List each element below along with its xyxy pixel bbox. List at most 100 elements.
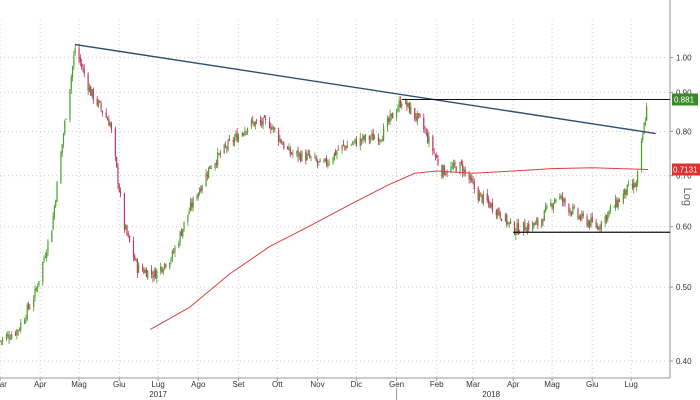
candle-body [236,132,238,142]
candle-body [504,214,507,221]
y-tick-label: 0.90 [676,88,692,97]
candle-body [332,158,334,164]
candle-body [274,128,276,130]
candle-body [642,135,644,140]
candle-body [105,112,107,118]
ma-value-label: 0.7131 [673,166,698,175]
candle-body [388,117,390,122]
candle-body [154,270,157,279]
candle-body [173,251,175,253]
candle-body [424,129,426,131]
candle-body [126,225,128,235]
candle-body [526,225,529,234]
candle-body [165,264,167,268]
candle-body [134,255,136,261]
candle-body [573,206,575,208]
candle-body [522,221,525,232]
candle-body [581,212,583,219]
candle-body [119,191,122,194]
candle-body [171,251,173,259]
candle-body [427,132,429,143]
candle-body [604,216,606,223]
candle-body [179,231,181,243]
candle-body [289,148,291,155]
candle-body [319,159,321,163]
x-tick-label: Mar [0,380,7,389]
candle-body [182,229,184,237]
candle-body [390,113,392,116]
candle-body [310,156,312,158]
candle-body [362,135,364,140]
candle-body [487,199,490,203]
candle-body [116,156,118,167]
candle-body [191,202,193,208]
candle-body [373,137,376,140]
candle-body [224,145,227,147]
x-tick-label: Apr [507,380,520,389]
candle-body [577,208,579,218]
candle-body [290,152,293,155]
candle-body [379,139,381,141]
x-tick-label: Gen [389,380,404,389]
candle-body [79,57,81,63]
candle-body [270,126,272,130]
y-tick-label: 0.50 [676,283,692,292]
x-tick-label: Ott [272,380,283,389]
candle-body [189,202,192,211]
candle-body [454,162,456,166]
candle-body [315,157,317,161]
candle-body [452,163,455,168]
candle-body [397,108,399,112]
candle-body [622,193,624,203]
candle-body [353,141,355,143]
candle-body [509,220,512,224]
candle-body [415,116,417,120]
candle-body [16,329,18,336]
candle-body [524,222,526,231]
candle-body [301,151,303,161]
candle-body [11,334,13,339]
candle-body [69,89,71,120]
candle-body [498,208,500,215]
candle-body [407,102,409,107]
x-tick-label: Mag [544,380,560,389]
candle-body [446,172,448,174]
x-tick-label: Nov [310,380,324,389]
candle-body [451,166,453,168]
candle-body [463,168,465,175]
candle-body [261,121,263,125]
candle-body [491,202,494,212]
candle-body [305,152,307,161]
candle-body [477,188,479,201]
candle-body [542,220,544,222]
candle-body [333,152,335,160]
candle-body [543,210,545,221]
candle-body [513,221,516,235]
candle-body [217,152,219,166]
candle-body [271,127,273,130]
candle-body [300,153,302,162]
candle-body [14,332,17,335]
candle-body [110,122,113,130]
candle-body [38,281,40,286]
candle-body [318,161,320,162]
candle-body [151,269,153,274]
candle-body [283,142,285,149]
candle-body [437,158,439,165]
candle-body [180,231,183,236]
candle-body [472,180,474,183]
candle-body [635,182,637,187]
candle-body [88,86,91,92]
candle-body [117,166,119,184]
candle-body [341,144,343,150]
candle-body [97,100,100,107]
candle-body [226,147,228,149]
candle-body [646,106,648,121]
candle-body [55,200,57,207]
candle-body [108,119,110,126]
candle-body [208,167,210,178]
candle-body [469,176,472,180]
candle-body [596,226,599,229]
candle-body [219,152,221,155]
